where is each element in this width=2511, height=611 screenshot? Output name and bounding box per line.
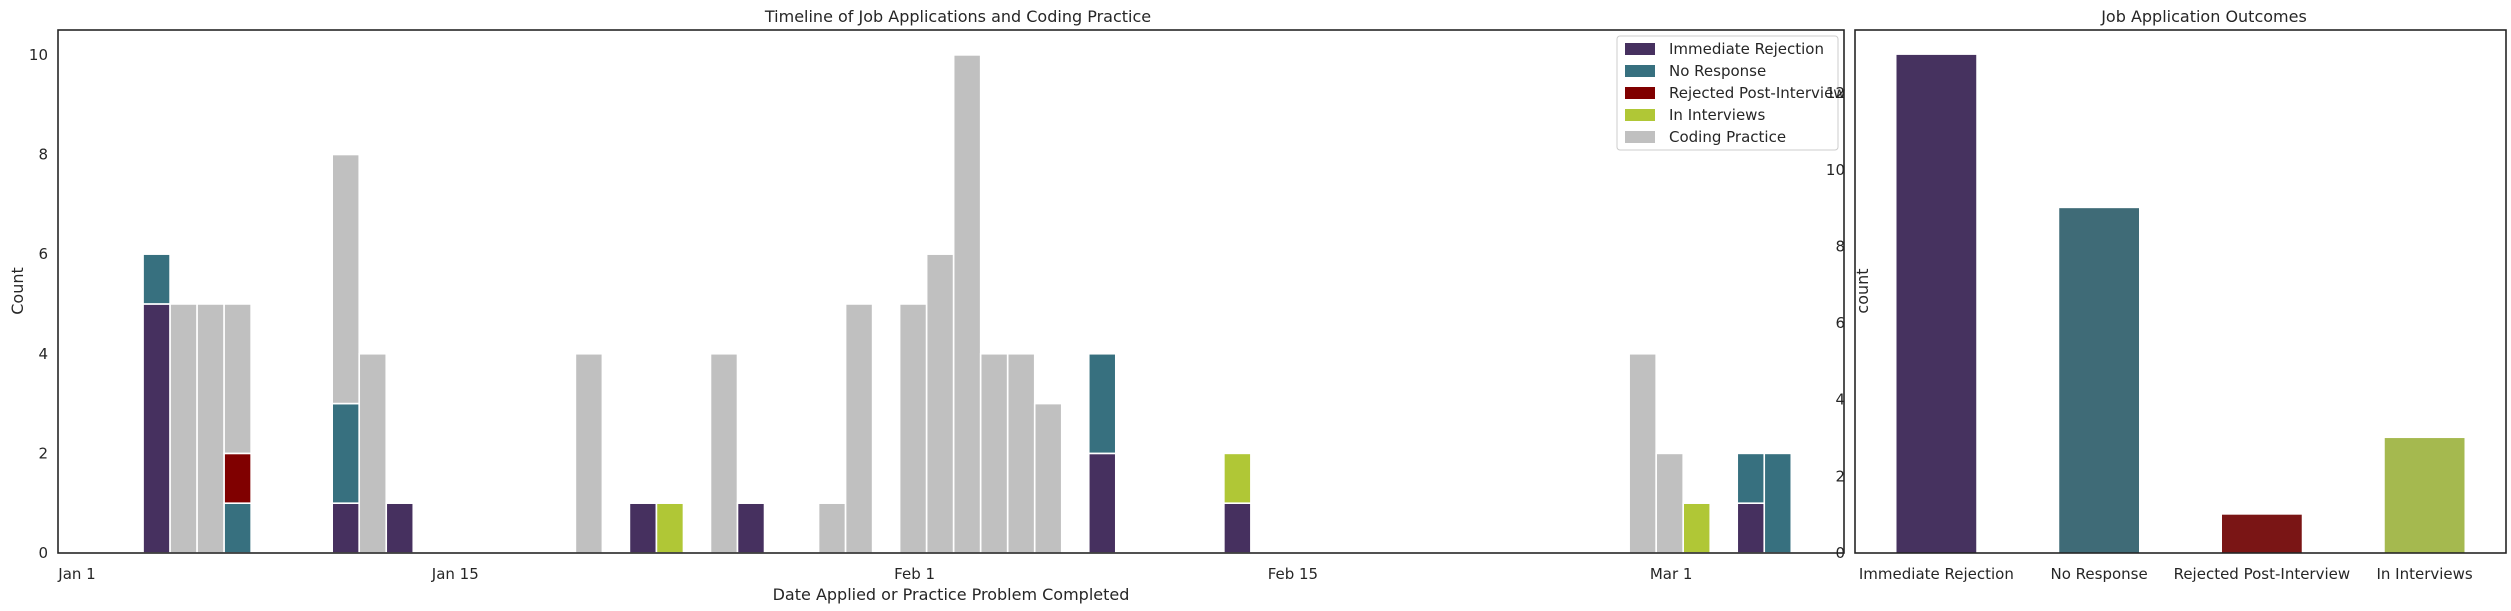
outcomes-bar-immediate-rejection (1897, 55, 1977, 553)
timeline-x-tick-label: Mar 1 (1650, 565, 1693, 583)
timeline-bar-coding-practice (197, 304, 224, 553)
outcomes-y-tick-label: 10 (1826, 161, 1845, 179)
timeline-bar-no-response (1089, 354, 1116, 454)
outcomes-x-tick-label: No Response (2051, 565, 2148, 583)
timeline-bar-coding-practice (1008, 354, 1035, 553)
legend-swatch-no-response (1625, 65, 1655, 77)
legend-label-rejected-post-interview: Rejected Post-Interview (1669, 84, 1846, 102)
timeline-bar-coding-practice (1656, 453, 1683, 553)
timeline-y-tick-label: 6 (38, 245, 48, 263)
timeline-bar-coding-practice (332, 155, 359, 404)
outcomes-y-tick-label: 0 (1835, 544, 1845, 562)
timeline-x-tick-label: Jan 15 (431, 565, 479, 583)
timeline-y-tick-label: 0 (38, 544, 48, 562)
legend-swatch-rejected-post-interview (1625, 87, 1655, 99)
legend-swatch-coding-practice (1625, 131, 1655, 143)
timeline-bar-in-interviews (1224, 453, 1251, 503)
outcomes-title: Job Application Outcomes (2100, 7, 2307, 26)
timeline-x-tick-label: Feb 15 (1268, 565, 1318, 583)
timeline-x-tick-label: Jan 1 (57, 565, 95, 583)
timeline-bar-no-response (332, 404, 359, 504)
timeline-bar-immediate-rejection (738, 503, 765, 553)
timeline-bar-coding-practice (900, 304, 927, 553)
timeline-y-tick-label: 8 (38, 146, 48, 164)
timeline-bar-coding-practice (981, 354, 1008, 553)
outcomes-y-axis-label: count (1853, 268, 1872, 313)
timeline-bar-coding-practice (224, 304, 251, 453)
timeline-bar-coding-practice (170, 304, 197, 553)
timeline-y-tick-label: 10 (29, 46, 48, 64)
timeline-bar-immediate-rejection (143, 304, 170, 553)
legend-label-immediate-rejection: Immediate Rejection (1669, 40, 1824, 58)
timeline-bar-no-response (224, 503, 251, 553)
timeline-bar-in-interviews (656, 503, 683, 553)
timeline-bar-immediate-rejection (1224, 503, 1251, 553)
timeline-title: Timeline of Job Applications and Coding … (764, 7, 1151, 26)
timeline-bar-in-interviews (1683, 503, 1710, 553)
timeline-bar-coding-practice (359, 354, 386, 553)
timeline-bar-coding-practice (819, 503, 846, 553)
timeline-bar-coding-practice (954, 55, 981, 553)
outcomes-y-tick-label: 12 (1826, 84, 1845, 102)
timeline-bar-immediate-rejection (1737, 503, 1764, 553)
timeline-bar-coding-practice (1035, 404, 1062, 553)
outcomes-bar-rejected-post-interview (2222, 515, 2302, 553)
timeline-bar-no-response (143, 254, 170, 304)
outcomes-bar-in-interviews (2385, 438, 2465, 553)
timeline-bar-coding-practice (1629, 354, 1656, 553)
outcomes-x-tick-label: Immediate Rejection (1859, 565, 2014, 583)
timeline-bar-immediate-rejection (332, 503, 359, 553)
outcomes-x-tick-label: In Interviews (2376, 565, 2472, 583)
timeline-bar-no-response (1764, 453, 1791, 553)
timeline-bar-coding-practice (927, 254, 954, 553)
outcomes-bar-no-response (2059, 208, 2139, 553)
timeline-y-tick-label: 4 (38, 345, 48, 363)
timeline-bar-coding-practice (575, 354, 602, 553)
timeline-x-axis-label: Date Applied or Practice Problem Complet… (773, 585, 1130, 604)
timeline-bar-coding-practice (846, 304, 873, 553)
outcomes-y-tick-label: 8 (1835, 237, 1845, 255)
outcomes-x-tick-label: Rejected Post-Interview (2174, 565, 2351, 583)
timeline-legend: Immediate Rejection No Response Rejected… (1617, 36, 1846, 150)
legend-label-no-response: No Response (1669, 62, 1766, 80)
timeline-y-tick-label: 2 (38, 444, 48, 462)
outcomes-y-tick-label: 6 (1835, 314, 1845, 332)
legend-swatch-immediate-rejection (1625, 43, 1655, 55)
timeline-bar-immediate-rejection (1089, 453, 1116, 553)
timeline-x-tick-label: Feb 1 (894, 565, 935, 583)
legend-label-coding-practice: Coding Practice (1669, 128, 1786, 146)
timeline-bar-rejected-post-interview (224, 453, 251, 503)
timeline-y-axis-label: Count (8, 267, 27, 315)
legend-swatch-in-interviews (1625, 109, 1655, 121)
timeline-bar-immediate-rejection (629, 503, 656, 553)
timeline-bar-coding-practice (710, 354, 737, 553)
outcomes-y-tick-label: 2 (1835, 467, 1845, 485)
timeline-bar-no-response (1737, 453, 1764, 503)
outcomes-y-tick-label: 4 (1835, 391, 1845, 409)
timeline-bar-immediate-rejection (386, 503, 413, 553)
legend-label-in-interviews: In Interviews (1669, 106, 1765, 124)
